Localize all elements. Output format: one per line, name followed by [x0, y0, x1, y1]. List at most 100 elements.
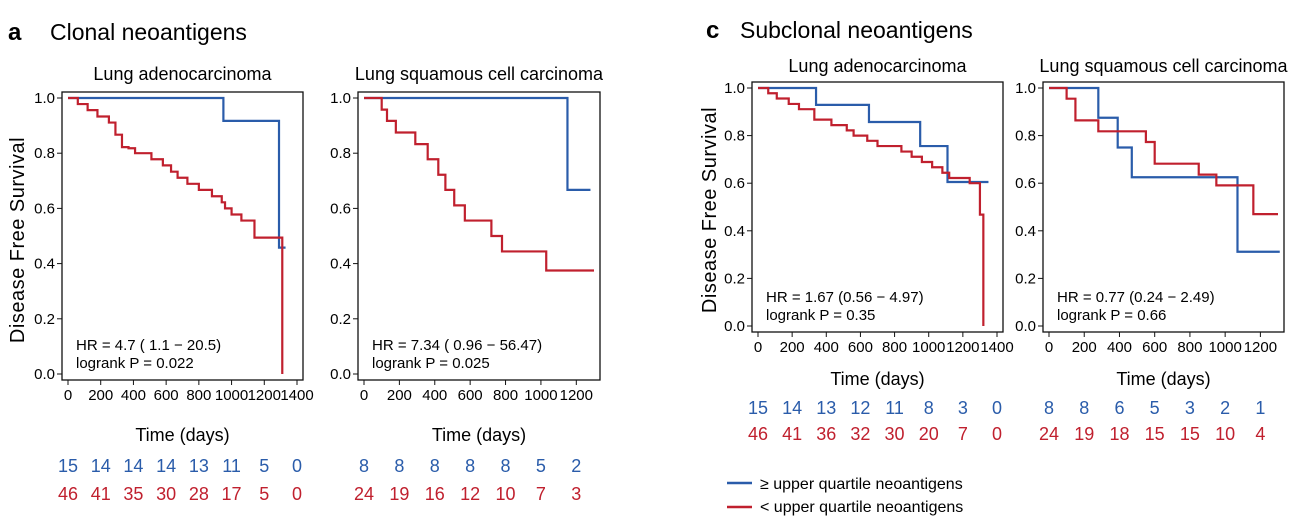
x-tick-label: 400: [814, 339, 839, 356]
x-axis-label: Time (days): [135, 425, 229, 445]
risk-count-upper: 8: [924, 398, 934, 418]
risk-count-upper: 8: [1044, 398, 1054, 418]
x-tick-label: 1000: [912, 339, 945, 356]
y-tick-label: 0.4: [34, 256, 55, 273]
km-plot-a1: Lung adenocarcinoma 0.0 0.2 0.4 0.6 0.8 1.0 0 20…: [34, 64, 314, 504]
risk-count-lower: 0: [292, 484, 302, 504]
km-plot-a2: Lung squamous cell carcinoma 0.0 0.2 0.4 0.6…: [330, 64, 604, 504]
risk-count-upper: 11: [885, 398, 904, 418]
survival-curve-upper-quartile: [68, 96, 286, 249]
panel-c-y-axis-label: Disease Free Survival: [699, 107, 721, 313]
survival-curve-upper-quartile: [758, 86, 989, 184]
x-tick-label: 200: [88, 387, 113, 404]
x-tick-label: 400: [422, 387, 447, 404]
x-tick-label: 0: [64, 387, 72, 404]
risk-count-upper: 13: [816, 398, 836, 418]
logrank-p-text: logrank P = 0.022: [76, 355, 194, 372]
y-tick-label: 0.4: [330, 256, 351, 273]
x-tick-label: 400: [121, 387, 146, 404]
risk-count-upper: 14: [91, 456, 111, 476]
risk-count-lower: 7: [536, 484, 546, 504]
risk-count-upper: 0: [292, 456, 302, 476]
risk-count-upper: 15: [748, 398, 768, 418]
risk-count-upper: 5: [1150, 398, 1160, 418]
plot-title: Lung squamous cell carcinoma: [355, 64, 604, 84]
plot-frame: [1042, 81, 1285, 333]
risk-count-upper: 13: [189, 456, 209, 476]
y-tick-label: 0.0: [724, 318, 745, 335]
hazard-ratio-text: HR = 4.7 ( 1.1 − 20.5): [76, 337, 221, 354]
risk-count-upper: 8: [394, 456, 404, 476]
y-tick-label: 1.0: [1015, 80, 1036, 97]
risk-count-lower: 41: [782, 424, 802, 444]
survival-curve-lower-quartile: [364, 96, 594, 272]
risk-count-lower: 19: [389, 484, 409, 504]
risk-count-lower: 46: [748, 424, 768, 444]
plot-title: Lung adenocarcinoma: [788, 56, 967, 76]
x-tick-label: 400: [1107, 339, 1132, 356]
risk-count-lower: 10: [496, 484, 516, 504]
y-tick-label: 0.6: [34, 200, 55, 217]
y-tick-label: 0.0: [330, 366, 351, 383]
panel-a-letter: a: [8, 19, 22, 46]
risk-count-upper: 8: [359, 456, 369, 476]
x-tick-label: 1200: [1244, 339, 1277, 356]
logrank-p-text: logrank P = 0.025: [372, 355, 490, 372]
x-axis-label: Time (days): [432, 425, 526, 445]
risk-count-lower: 28: [189, 484, 209, 504]
risk-count-lower: 36: [816, 424, 836, 444]
y-tick-label: 0.0: [34, 366, 55, 383]
risk-count-lower: 24: [354, 484, 374, 504]
x-tick-label: 0: [754, 339, 762, 356]
y-tick-label: 1.0: [34, 90, 55, 107]
risk-count-lower: 30: [885, 424, 905, 444]
y-tick-label: 0.8: [724, 128, 745, 145]
risk-count-lower: 24: [1039, 424, 1059, 444]
x-tick-label: 600: [458, 387, 483, 404]
km-plot-c2: Lung squamous cell carcinoma 0.0 0.2 0.4 0.6…: [1015, 56, 1288, 444]
panel-c-letter: c: [706, 17, 719, 44]
x-tick-label: 1200: [946, 339, 979, 356]
plot-frame: [751, 81, 1004, 333]
plot-frame: [357, 91, 601, 381]
risk-count-lower: 41: [91, 484, 111, 504]
y-tick-label: 0.8: [34, 145, 55, 162]
risk-count-lower: 15: [1180, 424, 1200, 444]
x-tick-label: 0: [360, 387, 368, 404]
survival-curve-lower-quartile: [758, 86, 985, 326]
x-tick-label: 200: [780, 339, 805, 356]
y-tick-label: 0.2: [1015, 270, 1036, 287]
risk-count-lower: 4: [1255, 424, 1265, 444]
x-tick-label: 800: [493, 387, 518, 404]
panel-a-title: Clonal neoantigens: [50, 19, 247, 45]
legend-upper-label: ≥ upper quartile neoantigens: [760, 476, 963, 493]
x-tick-label: 800: [186, 387, 211, 404]
y-tick-label: 0.2: [330, 311, 351, 328]
risk-count-lower: 17: [222, 484, 242, 504]
risk-count-lower: 10: [1215, 424, 1235, 444]
risk-count-lower: 46: [58, 484, 78, 504]
x-axis-label: Time (days): [1116, 369, 1210, 389]
survival-curve-upper-quartile: [364, 96, 591, 192]
x-tick-label: 200: [387, 387, 412, 404]
risk-count-upper: 8: [465, 456, 475, 476]
y-tick-label: 1.0: [330, 90, 351, 107]
survival-curve-lower-quartile: [1049, 86, 1278, 216]
y-tick-label: 0.2: [724, 270, 745, 287]
x-tick-label: 1400: [280, 387, 313, 404]
risk-count-upper: 3: [958, 398, 968, 418]
risk-count-lower: 7: [958, 424, 968, 444]
risk-count-upper: 8: [430, 456, 440, 476]
risk-count-upper: 1: [1255, 398, 1265, 418]
risk-count-upper: 0: [992, 398, 1002, 418]
x-tick-label: 1400: [980, 339, 1013, 356]
x-tick-label: 0: [1045, 339, 1053, 356]
risk-count-upper: 2: [571, 456, 581, 476]
x-tick-label: 200: [1072, 339, 1097, 356]
risk-count-upper: 5: [536, 456, 546, 476]
plot-title: Lung squamous cell carcinoma: [1039, 56, 1288, 76]
risk-count-lower: 20: [919, 424, 939, 444]
panel-a-y-axis-label: Disease Free Survival: [7, 137, 29, 343]
risk-count-upper: 6: [1114, 398, 1124, 418]
